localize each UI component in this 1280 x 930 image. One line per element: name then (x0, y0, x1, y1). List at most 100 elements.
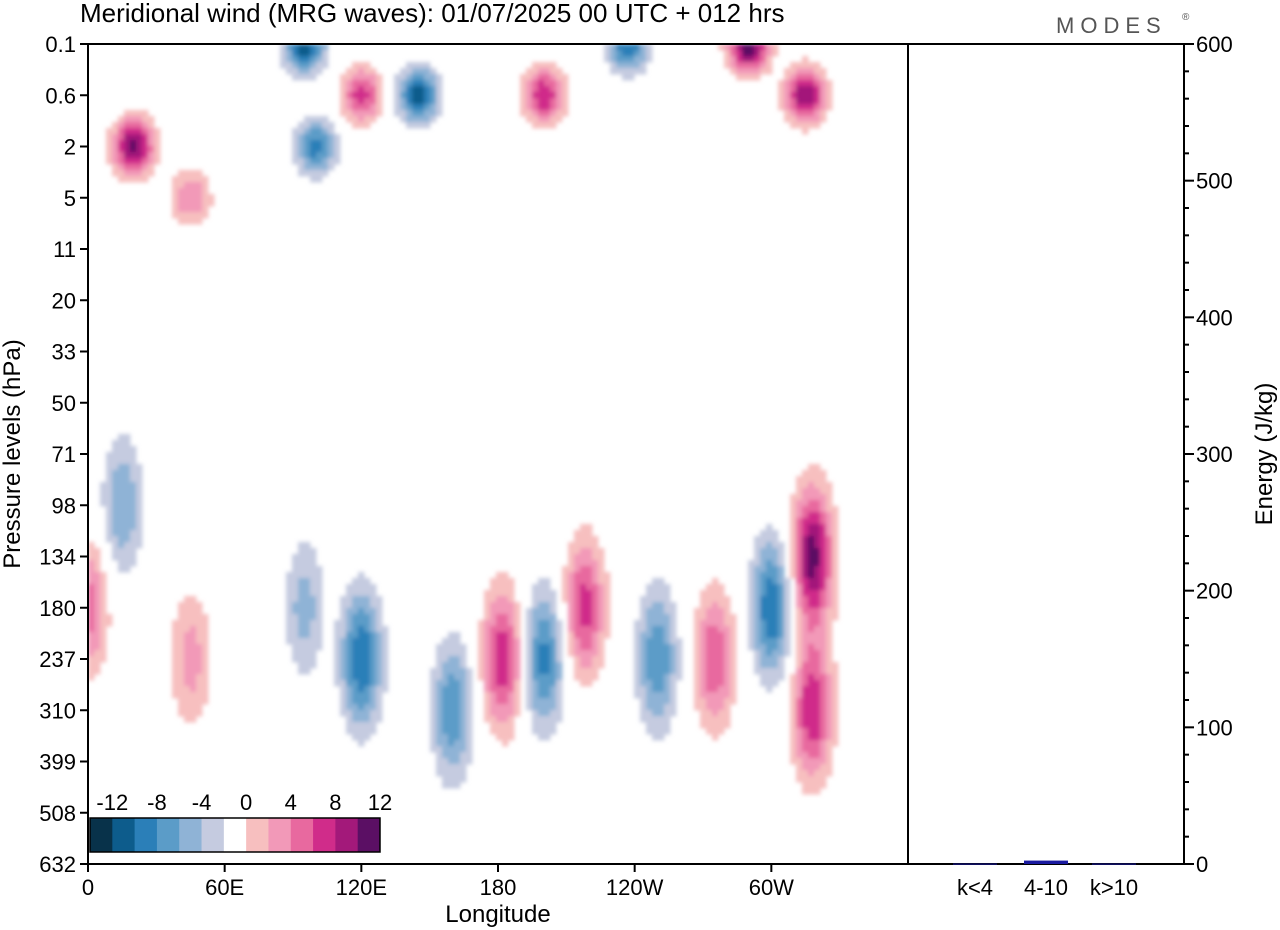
heatmap-cell (724, 62, 731, 69)
heatmap-cell (310, 626, 317, 633)
heatmap-cell (328, 140, 335, 147)
heatmap-cell (730, 686, 737, 693)
heatmap-cell (508, 692, 515, 699)
heatmap-cell (832, 698, 839, 705)
heatmap-cell (832, 662, 839, 669)
heatmap-cell (430, 68, 437, 75)
colorbar-label: -4 (192, 790, 212, 815)
heatmap-cell (778, 662, 785, 669)
heatmap-cell (370, 92, 377, 99)
heatmap-cell (652, 668, 659, 675)
heatmap-cell (592, 554, 599, 561)
heatmap-cell (316, 626, 323, 633)
heatmap-cell (196, 650, 203, 657)
heatmap-cell (754, 626, 761, 633)
heatmap-cell (712, 596, 719, 603)
heatmap-cell (616, 56, 623, 63)
heatmap-cell (298, 572, 305, 579)
heatmap-cell (358, 86, 365, 93)
heatmap-cell (496, 656, 503, 663)
heatmap-cell (436, 752, 443, 759)
heatmap-cell (352, 650, 359, 657)
heatmap-cell (808, 572, 815, 579)
heatmap-cell (592, 572, 599, 579)
heatmap-cell (592, 548, 599, 555)
heatmap-cell (364, 734, 371, 741)
heatmap-cell (706, 656, 713, 663)
heatmap-cell (760, 548, 767, 555)
heatmap-cell (508, 602, 515, 609)
heatmap-cell (298, 554, 305, 561)
heatmap-cell (334, 134, 341, 141)
heatmap-cell (754, 656, 761, 663)
heatmap-cell (514, 650, 521, 657)
heatmap-cell (514, 692, 521, 699)
heatmap-cell (820, 578, 827, 585)
heatmap-cell (820, 494, 827, 501)
heatmap-cell (766, 614, 773, 621)
heatmap-cell (406, 104, 413, 111)
heatmap-cell (382, 644, 389, 651)
heatmap-cell (772, 44, 779, 51)
heatmap-cell (814, 476, 821, 483)
heatmap-cell (802, 104, 809, 111)
heatmap-cell (814, 644, 821, 651)
heatmap-cell (316, 638, 323, 645)
heatmap-cell (796, 650, 803, 657)
heatmap-cell (814, 668, 821, 675)
heatmap-cell (94, 614, 101, 621)
heatmap-cell (424, 110, 431, 117)
heatmap-cell (706, 602, 713, 609)
heatmap-cell (340, 698, 347, 705)
heatmap-cell (598, 656, 605, 663)
heatmap-cell (652, 716, 659, 723)
heatmap-cell (412, 74, 419, 81)
heatmap-cell (490, 602, 497, 609)
heatmap-cell (364, 602, 371, 609)
heatmap-cell (826, 554, 833, 561)
heatmap-cell (340, 626, 347, 633)
heatmap-cell (784, 86, 791, 93)
heatmap-cell (634, 680, 641, 687)
heatmap-cell (172, 212, 179, 219)
heatmap-cell (574, 542, 581, 549)
colorbar-swatch (90, 818, 113, 852)
heatmap-cell (820, 746, 827, 753)
heatmap-cell (790, 710, 797, 717)
heatmap-cell (712, 704, 719, 711)
heatmap-cell (724, 644, 731, 651)
heatmap-cell (532, 116, 539, 123)
heatmap-cell (310, 560, 317, 567)
heatmap-cell (124, 446, 131, 453)
heatmap-cell (130, 512, 137, 519)
heatmap-cell (94, 620, 101, 627)
heatmap-cell (136, 542, 143, 549)
heatmap-cell (550, 116, 557, 123)
heatmap-cell (790, 740, 797, 747)
heatmap-cell (190, 710, 197, 717)
heatmap-cell (634, 686, 641, 693)
heatmap-cell (820, 602, 827, 609)
heatmap-cell (316, 596, 323, 603)
heatmap-cell (532, 62, 539, 69)
heatmap-cell (310, 608, 317, 615)
heatmap-cell (556, 86, 563, 93)
heatmap-cell (598, 626, 605, 633)
heatmap-cell (568, 614, 575, 621)
heatmap-cell (646, 656, 653, 663)
heatmap-cell (334, 638, 341, 645)
heatmap-cell (478, 674, 485, 681)
heatmap-cell (802, 116, 809, 123)
heatmap-cell (400, 68, 407, 75)
heatmap-cell (826, 608, 833, 615)
heatmap-cell (556, 626, 563, 633)
heatmap-cell (796, 734, 803, 741)
heatmap-cell (544, 698, 551, 705)
heatmap-cell (502, 614, 509, 621)
heatmap-cell (796, 740, 803, 747)
heatmap-cell (652, 596, 659, 603)
heatmap-cell (802, 482, 809, 489)
heatmap-cell (310, 632, 317, 639)
heatmap-cell (802, 110, 809, 117)
heatmap-cell (88, 620, 95, 627)
